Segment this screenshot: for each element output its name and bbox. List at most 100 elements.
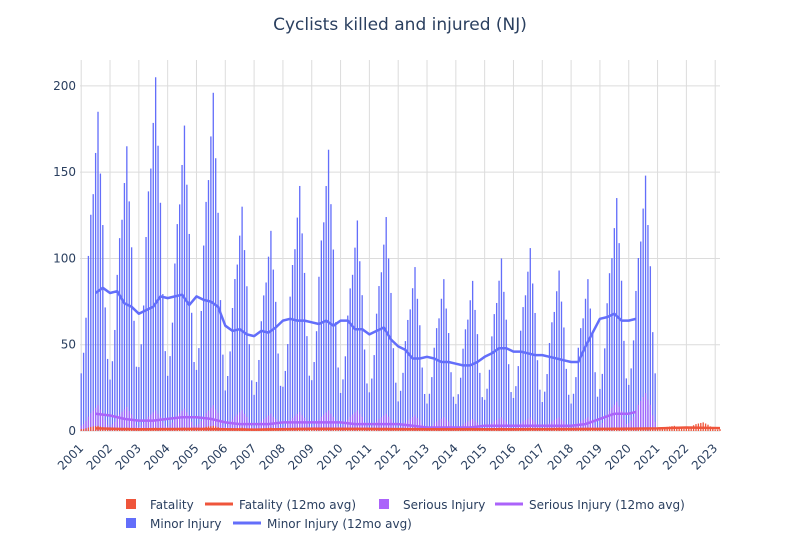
bar-serious-injury	[80, 425, 82, 431]
bar-minor-injury	[435, 328, 438, 431]
bar-serious-injury	[92, 410, 94, 431]
x-tick-label: 2021	[631, 441, 662, 472]
bar-minor-injury	[323, 222, 325, 431]
bar-minor-injury	[383, 244, 385, 431]
bar-serious-injury	[289, 420, 291, 431]
bar-minor-injury	[481, 397, 483, 431]
bar-minor-injury	[606, 303, 608, 431]
bar-minor-injury	[253, 394, 255, 431]
x-tick-label: 2022	[660, 441, 691, 472]
bar-minor-injury	[339, 392, 342, 431]
bar-minor-injury	[150, 168, 152, 432]
bar-minor-injury	[308, 375, 311, 431]
legend-item[interactable]: Serious Injury (12mo avg)	[495, 498, 685, 512]
bar-minor-injury	[263, 295, 265, 431]
bar-serious-injury	[635, 410, 637, 431]
bar-minor-injury	[174, 263, 176, 431]
bar-serious-injury	[270, 413, 272, 431]
legend-item[interactable]: Minor Injury	[126, 517, 222, 531]
bar-minor-injury	[440, 298, 443, 431]
bar-minor-injury	[123, 183, 126, 431]
bar-minor-injury	[428, 393, 431, 431]
bar-fatality	[311, 429, 313, 431]
bar-minor-injury	[147, 191, 150, 431]
bar-minor-injury	[219, 300, 222, 431]
bar-minor-injury	[114, 329, 116, 431]
bar-minor-injury	[279, 385, 282, 431]
bar-minor-injury	[544, 391, 546, 431]
bar-serious-injury	[171, 422, 174, 431]
bar-serious-injury	[241, 410, 243, 431]
bar-minor-injury	[337, 367, 339, 431]
bar-minor-injury	[457, 394, 459, 431]
bar-minor-injury	[402, 372, 404, 431]
bar-serious-injury	[260, 421, 262, 431]
bar-minor-injury	[387, 258, 390, 431]
bar-serious-injury	[114, 421, 116, 431]
bar-minor-injury	[570, 403, 572, 431]
bar-minor-injury	[380, 272, 383, 431]
bar-minor-injury	[378, 286, 380, 431]
bar-minor-injury	[654, 373, 656, 431]
bar-serious-injury	[203, 416, 205, 431]
bar-minor-injury	[243, 250, 246, 431]
bar-serious-injury	[116, 417, 118, 431]
bar-serious-injury	[147, 416, 150, 431]
bar-serious-injury	[385, 413, 387, 431]
legend[interactable]: Fatality Fatality (12mo avg) Serious Injur…	[126, 498, 685, 531]
bar-fatality	[92, 426, 94, 431]
x-tick-label: 2014	[429, 441, 460, 472]
bar-minor-injury	[503, 291, 505, 431]
legend-item[interactable]: Fatality	[126, 498, 194, 512]
bar-minor-injury	[409, 309, 411, 431]
bar-serious-injury	[188, 415, 190, 431]
bar-minor-injury	[565, 368, 567, 431]
bar-minor-injury	[179, 204, 181, 431]
bar-minor-injury	[508, 364, 510, 431]
bar-minor-injury	[284, 370, 286, 431]
bar-fatality	[635, 428, 637, 431]
bar-minor-injury	[421, 367, 423, 431]
bar-minor-injury	[109, 379, 111, 431]
bar-serious-injury	[620, 410, 623, 431]
bar-serious-injury	[94, 407, 97, 431]
bar-minor-injury	[130, 247, 133, 431]
bar-minor-injury	[433, 347, 435, 431]
bar-serious-injury	[162, 422, 164, 431]
bar-fatality	[628, 429, 630, 431]
bar-minor-injury	[330, 204, 332, 431]
bar-minor-injury	[212, 92, 214, 432]
bar-minor-injury	[575, 377, 577, 431]
bar-serious-injury	[315, 423, 318, 431]
legend-item[interactable]: Serious Injury	[379, 498, 485, 512]
line-fatality-12mo-avg	[95, 426, 721, 431]
bar-minor-injury	[551, 322, 553, 431]
bar-minor-injury	[135, 366, 138, 431]
bar-minor-injury	[248, 344, 250, 431]
bar-fatality	[342, 429, 344, 431]
bar-serious-injury	[471, 418, 474, 431]
bar-minor-injury	[275, 301, 277, 431]
bar-minor-injury	[291, 265, 294, 431]
bar-fatality	[90, 426, 92, 431]
bar-minor-injury	[608, 273, 611, 431]
bar-serious-injury	[258, 424, 260, 431]
bar-minor-injury	[80, 373, 82, 431]
x-tick-label: 2006	[199, 441, 230, 472]
bar-serious-injury	[652, 415, 654, 431]
bar-minor-injury	[496, 302, 498, 431]
x-tick-label: 2020	[602, 441, 633, 472]
bar-serious-injury	[118, 414, 121, 431]
bar-minor-injury	[596, 396, 599, 431]
bar-minor-injury	[303, 272, 306, 431]
bar-minor-injury	[493, 314, 495, 431]
bar-serious-injury	[647, 399, 649, 431]
bar-serious-injury	[217, 413, 219, 431]
bar-minor-injury	[306, 336, 308, 431]
bar-minor-injury	[260, 321, 262, 431]
legend-item[interactable]: Fatality (12mo avg)	[205, 498, 356, 512]
bar-serious-injury	[239, 412, 241, 431]
legend-item[interactable]: Minor Injury (12mo avg)	[233, 517, 412, 531]
bar-serious-injury	[207, 410, 210, 431]
